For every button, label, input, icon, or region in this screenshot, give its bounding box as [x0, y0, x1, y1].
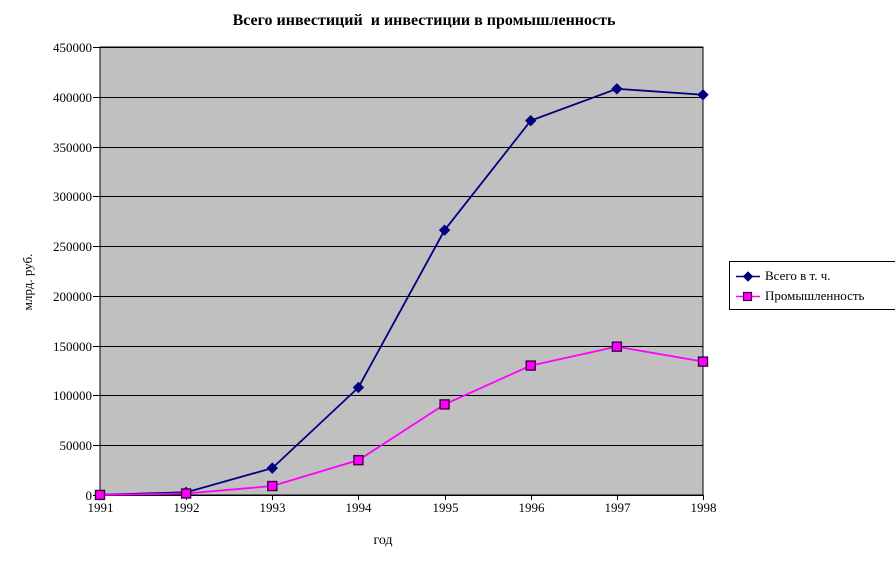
x-tick-label: 1998 — [690, 500, 717, 515]
legend-marker-square-icon — [736, 291, 760, 301]
legend-item-industry: Промышленность — [735, 286, 891, 306]
y-tick-label: 350000 — [53, 139, 92, 155]
y-axis-title: млрд. руб. — [20, 253, 35, 311]
y-tick-label: 400000 — [53, 89, 92, 105]
x-tick-label: 1993 — [259, 500, 286, 515]
y-tick-label: 150000 — [53, 338, 92, 354]
y-tick-label: 200000 — [53, 288, 92, 304]
data-point — [352, 381, 365, 394]
plot-area — [99, 46, 704, 496]
y-tick-label: 250000 — [53, 238, 92, 254]
data-point — [611, 83, 623, 95]
chart-title: Всего инвестиций и инвестиции в промышле… — [232, 12, 616, 29]
legend-marker-diamond-icon — [736, 270, 760, 282]
legend-label-industry: Промышленность — [765, 288, 865, 303]
data-point — [438, 224, 451, 236]
x-tick-label: 1992 — [173, 500, 200, 515]
x-axis-title: год — [373, 533, 393, 548]
legend: Всего в т. ч. Промышленность — [729, 261, 895, 310]
y-tick-label: 450000 — [53, 39, 92, 55]
data-point — [266, 462, 278, 474]
legend-item-total: Всего в т. ч. — [735, 266, 891, 286]
series-line-0 — [99, 87, 704, 496]
series-line-1 — [99, 345, 704, 496]
x-tick-label: 1997 — [604, 500, 631, 515]
data-point — [697, 89, 709, 101]
legend-label-total: Всего в т. ч. — [765, 268, 831, 283]
data-point — [697, 356, 709, 367]
y-tick-label: 100000 — [53, 387, 92, 403]
x-tick-label: 1991 — [87, 500, 114, 515]
data-point — [611, 341, 623, 352]
data-point — [267, 480, 278, 492]
x-tick-label: 1996 — [518, 500, 545, 515]
data-point — [439, 399, 450, 410]
data-point — [525, 360, 536, 371]
x-tick-label: 1995 — [432, 500, 459, 515]
data-point — [94, 489, 106, 501]
data-point — [353, 454, 364, 466]
y-tick-label: 0 — [85, 487, 93, 503]
y-tick-label: 300000 — [53, 188, 92, 204]
x-tick-label: 1994 — [345, 500, 372, 515]
data-point — [180, 488, 192, 499]
data-point — [525, 114, 537, 127]
y-tick-label: 50000 — [59, 437, 93, 453]
